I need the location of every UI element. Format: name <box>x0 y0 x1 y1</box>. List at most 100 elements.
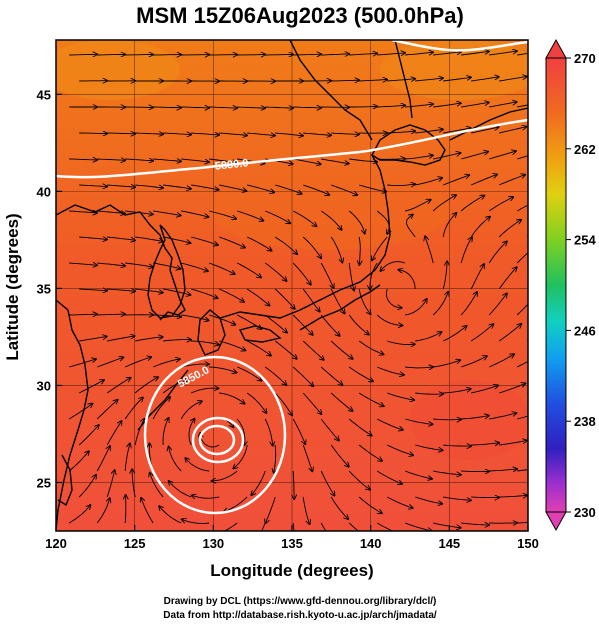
streamline <box>376 470 402 484</box>
streamline <box>68 404 92 420</box>
streamline <box>358 444 382 461</box>
streamline <box>405 522 432 531</box>
streamline <box>321 54 349 55</box>
streamline <box>425 236 434 264</box>
streamline <box>96 446 110 472</box>
streamline <box>68 505 90 524</box>
chart-title: MSM 15Z06Aug2023 (500.0hPa) <box>136 3 464 28</box>
streamline <box>78 380 104 394</box>
streamline <box>348 210 365 234</box>
y-axis-label: Latitude (degrees) <box>3 213 22 360</box>
x-tick-label: 135 <box>281 536 303 551</box>
streamline <box>135 337 163 342</box>
streamline <box>377 366 404 375</box>
streamline <box>69 159 97 160</box>
streamline <box>302 236 321 258</box>
streamline <box>405 418 432 424</box>
streamline <box>359 236 360 265</box>
x-tick-label: 150 <box>517 536 539 551</box>
streamline <box>377 53 405 55</box>
streamline <box>387 392 414 400</box>
streamline <box>124 397 143 420</box>
streamline <box>163 340 191 341</box>
streamline <box>405 367 433 368</box>
streamline <box>107 133 135 134</box>
colorbar-scale <box>545 57 567 513</box>
streamline <box>405 155 433 160</box>
streamline <box>471 497 499 498</box>
streamline <box>471 174 497 186</box>
streamline <box>274 444 276 473</box>
streamline <box>169 481 192 498</box>
streamline <box>107 236 135 240</box>
streamline <box>331 184 357 195</box>
streamline <box>237 210 263 221</box>
mid-patch <box>210 170 450 250</box>
streamline <box>320 314 340 336</box>
streamline <box>247 184 274 192</box>
streamline <box>516 360 528 368</box>
streamline <box>153 262 180 269</box>
streamline <box>330 392 352 411</box>
contour-5880-north <box>56 118 528 179</box>
streamline <box>320 418 339 441</box>
streamline <box>181 262 208 271</box>
streamline <box>471 77 499 82</box>
streamline <box>517 415 528 420</box>
streamline <box>415 332 441 342</box>
streamline <box>443 175 469 186</box>
streamline <box>387 340 415 345</box>
streamline <box>224 496 248 512</box>
streamline <box>443 128 471 134</box>
cool-patch-northwest <box>56 40 180 100</box>
streamline <box>385 288 401 308</box>
streamline <box>415 496 442 504</box>
streamline <box>135 236 163 242</box>
streamline <box>516 303 528 316</box>
y-tick-label: 35 <box>37 281 51 296</box>
streamline <box>376 418 403 430</box>
streamline <box>302 496 309 524</box>
streamline <box>97 262 125 266</box>
streamline <box>303 184 329 195</box>
streamline <box>292 314 313 335</box>
streamline <box>219 288 244 302</box>
streamline <box>274 236 297 254</box>
streamline <box>69 54 97 55</box>
streamline <box>517 522 528 524</box>
streamline <box>460 292 477 316</box>
streamline <box>461 102 489 108</box>
colorbar: 270 262 254 246 238 230 <box>545 38 596 532</box>
colorbar-tick-label: 238 <box>574 414 596 429</box>
streamline <box>97 357 123 368</box>
streamline <box>358 392 384 406</box>
credit-drawing: Drawing by DCL (https://www.gfd-dennou.o… <box>164 596 437 607</box>
streamline <box>209 158 237 163</box>
streamline <box>330 496 348 519</box>
streamline <box>68 451 89 472</box>
streamline <box>470 217 490 238</box>
streamline <box>359 184 386 192</box>
streamline <box>405 470 432 479</box>
streamline <box>264 262 286 281</box>
streamline <box>209 210 236 219</box>
streamline <box>107 336 135 342</box>
streamline <box>219 236 245 248</box>
colorbar-tick-label: 254 <box>574 233 596 248</box>
streamline <box>125 55 153 56</box>
streamline <box>107 185 135 187</box>
y-tick-label: 30 <box>37 378 51 393</box>
streamline <box>153 210 181 216</box>
streamline <box>141 498 154 524</box>
streamline <box>159 506 182 524</box>
warm-patch-east <box>410 380 528 460</box>
streamline <box>124 443 130 472</box>
streamline <box>293 470 294 499</box>
streamline <box>246 288 269 306</box>
streamline <box>132 469 136 498</box>
streamline <box>370 262 378 290</box>
streamline <box>106 470 115 498</box>
streamline <box>264 314 287 333</box>
streamline <box>405 214 416 238</box>
